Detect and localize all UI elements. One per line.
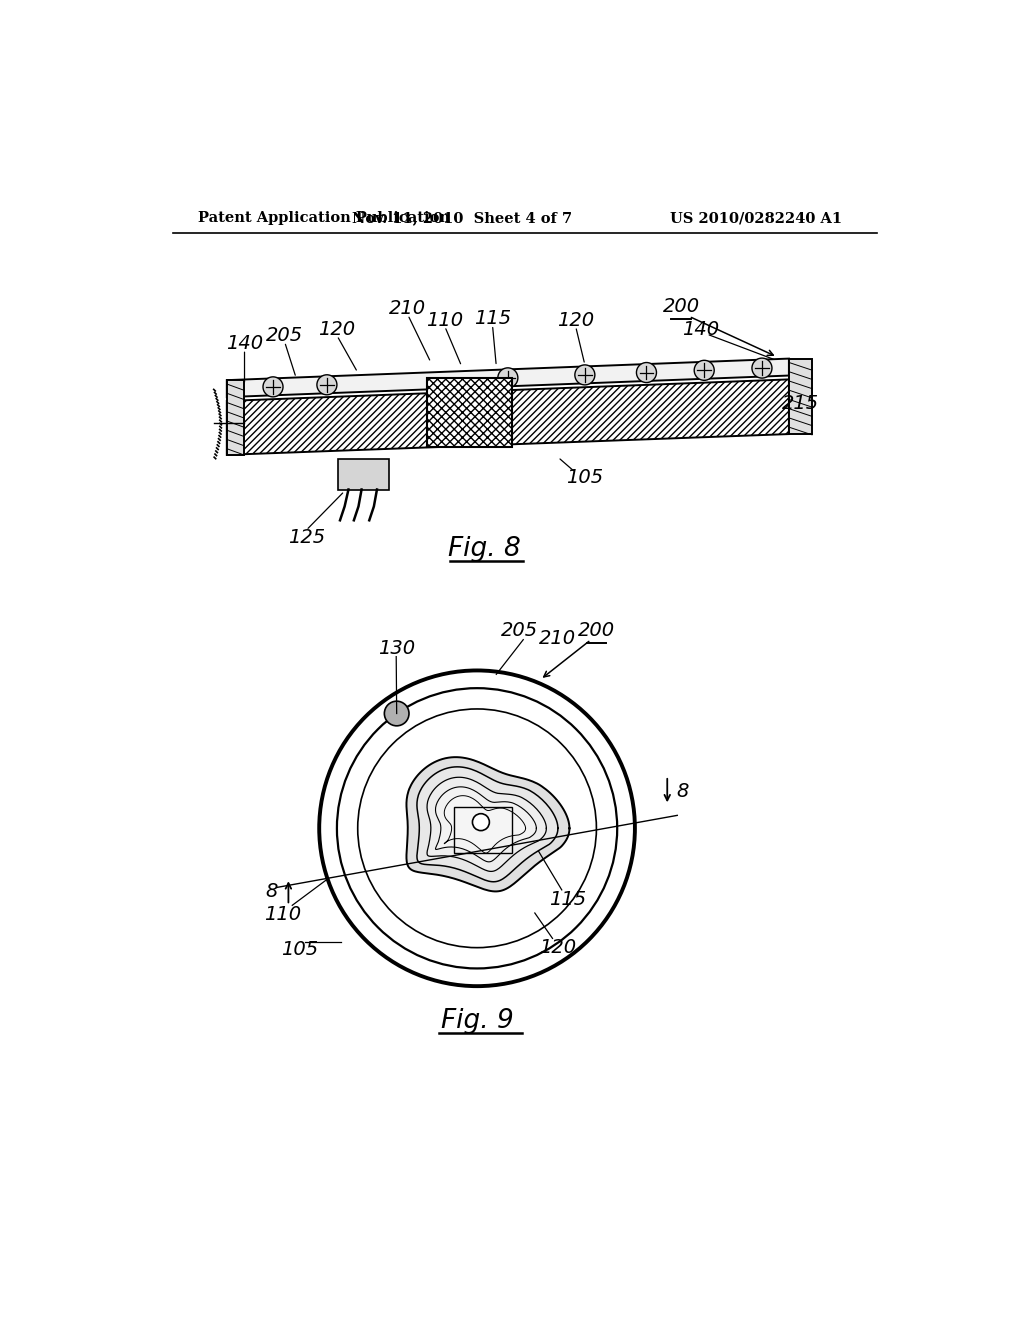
- Text: 140: 140: [226, 334, 263, 352]
- Circle shape: [574, 364, 595, 385]
- Text: 120: 120: [557, 310, 594, 330]
- Text: 130: 130: [378, 639, 415, 659]
- Text: 115: 115: [474, 309, 511, 329]
- Circle shape: [384, 701, 409, 726]
- Polygon shape: [427, 378, 512, 447]
- Circle shape: [498, 368, 518, 388]
- Circle shape: [316, 375, 337, 395]
- Circle shape: [263, 376, 283, 397]
- Polygon shape: [435, 787, 537, 862]
- Polygon shape: [444, 796, 525, 853]
- Text: 140: 140: [682, 319, 719, 339]
- Text: 105: 105: [566, 469, 603, 487]
- Text: 120: 120: [318, 319, 355, 339]
- Text: 125: 125: [288, 528, 325, 546]
- Polygon shape: [407, 758, 569, 891]
- Text: 120: 120: [540, 939, 577, 957]
- Text: 110: 110: [264, 906, 301, 924]
- Text: US 2010/0282240 A1: US 2010/0282240 A1: [670, 211, 842, 226]
- Text: Fig. 8: Fig. 8: [449, 536, 521, 562]
- Text: 105: 105: [282, 940, 318, 960]
- Text: 8: 8: [265, 882, 278, 902]
- Polygon shape: [339, 459, 388, 490]
- Text: 205: 205: [501, 620, 538, 640]
- Text: 8: 8: [677, 781, 689, 801]
- Text: 200: 200: [578, 620, 615, 640]
- Polygon shape: [226, 380, 244, 455]
- Text: 215: 215: [782, 393, 819, 413]
- Polygon shape: [417, 767, 558, 882]
- Polygon shape: [226, 359, 788, 397]
- Text: Nov. 11, 2010  Sheet 4 of 7: Nov. 11, 2010 Sheet 4 of 7: [351, 211, 571, 226]
- Text: Patent Application Publication: Patent Application Publication: [199, 211, 451, 226]
- Circle shape: [694, 360, 714, 380]
- Circle shape: [472, 813, 489, 830]
- Text: 110: 110: [426, 310, 463, 330]
- Circle shape: [337, 688, 617, 969]
- Polygon shape: [788, 359, 812, 434]
- Circle shape: [752, 358, 772, 378]
- Circle shape: [637, 363, 656, 383]
- Circle shape: [357, 709, 596, 948]
- Text: 210: 210: [540, 628, 577, 648]
- Text: 115: 115: [549, 890, 587, 908]
- Text: 200: 200: [663, 297, 699, 315]
- Polygon shape: [427, 777, 547, 871]
- Text: 205: 205: [266, 326, 303, 345]
- Text: Fig. 9: Fig. 9: [440, 1007, 513, 1034]
- Polygon shape: [226, 379, 788, 455]
- Text: 210: 210: [389, 300, 426, 318]
